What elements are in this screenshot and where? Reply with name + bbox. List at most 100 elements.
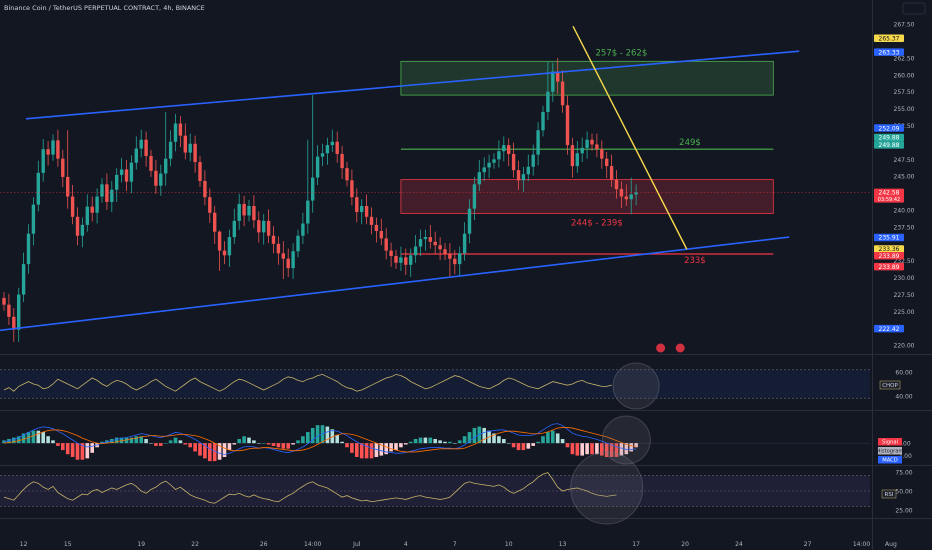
channel-upper-line: [25, 50, 800, 120]
macd-histogram-bar: [502, 438, 506, 444]
candle-body: [56, 140, 60, 159]
candle-body: [462, 233, 467, 254]
candle-body: [281, 253, 285, 259]
candle-body: [252, 205, 256, 221]
macd-histogram-bar: [565, 443, 570, 448]
candle-body: [364, 205, 369, 217]
candle-body: [600, 149, 604, 159]
macd-histogram-bar: [46, 436, 50, 444]
candle-body: [453, 258, 457, 265]
candle-body: [448, 253, 452, 259]
candle-body: [526, 166, 530, 175]
candle-body: [325, 145, 330, 154]
candle-body: [428, 237, 432, 242]
price-badge: [874, 233, 904, 242]
macd-histogram-bar: [271, 443, 276, 446]
candle-body: [560, 81, 565, 106]
macd-histogram-bar: [296, 440, 300, 444]
candle-body: [41, 149, 45, 173]
candle-body: [213, 212, 217, 232]
time-tick-label: 19: [137, 541, 145, 548]
macd-histogram-bar: [408, 441, 413, 444]
macd-histogram-bar: [16, 436, 21, 444]
candle-body: [31, 204, 36, 234]
candle-body: [75, 216, 80, 236]
candle-body: [7, 304, 11, 317]
candle-body: [511, 153, 516, 171]
candle-body: [296, 235, 300, 252]
time-tick-label: 27: [804, 541, 812, 548]
candle-body: [124, 169, 129, 182]
macd-histogram-bar: [163, 443, 168, 444]
candle-body: [26, 233, 31, 265]
macd-histogram-bar: [345, 443, 349, 448]
candle-body: [423, 237, 428, 240]
price-badge-label: 222.42: [879, 326, 900, 333]
macd-histogram-bar: [551, 430, 555, 444]
candle-body: [276, 243, 281, 254]
macd-histogram-bar: [31, 430, 36, 444]
macd-histogram-bar: [531, 443, 535, 446]
macd-histogram-bar: [306, 432, 310, 444]
candle-body: [320, 153, 325, 157]
macd-histogram-bar: [595, 443, 599, 455]
candle-body: [36, 172, 40, 205]
time-tick-label: 20: [681, 541, 689, 548]
candle-body: [173, 123, 178, 142]
macd-histogram-bar: [252, 440, 256, 444]
macd-histogram-bar: [281, 443, 286, 449]
candle-body: [458, 253, 462, 265]
price-tick-label: 227.50: [894, 292, 915, 299]
candle-body: [335, 141, 339, 154]
macd-histogram-bar: [310, 427, 315, 444]
candle-body: [350, 180, 354, 198]
candle-body: [605, 158, 609, 167]
candle-body: [51, 140, 55, 155]
macd-histogram-bar: [546, 432, 550, 444]
candle-body: [291, 251, 295, 269]
candle-body: [66, 176, 70, 197]
candle-body: [541, 112, 545, 131]
macd-tick-label: 0.00: [897, 441, 911, 448]
macd-histogram-bar: [541, 436, 545, 444]
candle-body: [178, 123, 183, 136]
macd-histogram-bar: [614, 443, 619, 457]
candle-body: [12, 316, 16, 330]
macd-histogram-bar: [168, 440, 173, 444]
price-tick-label: 230.00: [894, 275, 915, 282]
candle-body: [188, 143, 192, 153]
rsi-badge-label: RSI: [885, 492, 894, 498]
macd-histogram-bar: [443, 441, 447, 444]
candle-body: [129, 162, 134, 182]
macd-histogram-bar: [374, 443, 379, 457]
candle-body: [369, 216, 374, 225]
macd-histogram-bar: [183, 443, 188, 445]
macd-histogram-bar: [242, 436, 246, 444]
macd-histogram-bar: [462, 436, 467, 444]
macd-histogram-bar: [624, 443, 629, 455]
zone-label: 233$: [684, 256, 706, 266]
candle-body: [266, 220, 271, 236]
candle-body: [492, 159, 496, 163]
candle-body: [110, 189, 114, 202]
macd-histogram-bar: [134, 436, 139, 444]
candle-body: [301, 223, 305, 236]
candle-body: [360, 205, 364, 213]
macd-histogram-bar: [100, 441, 104, 444]
macd-histogram-bar: [600, 443, 604, 456]
macd-histogram-bar: [389, 443, 393, 452]
price-badge: [874, 324, 904, 333]
macd-histogram-bar: [70, 443, 75, 457]
chart-settings[interactable]: [902, 2, 926, 15]
candle-body: [85, 206, 89, 225]
candle-body: [413, 246, 418, 256]
price-tick-label: 237.50: [894, 224, 915, 231]
candle-body: [629, 194, 633, 200]
candle-body: [168, 141, 173, 159]
macd-histogram-bar: [472, 427, 477, 444]
zone-label: 244$ - 239$: [571, 218, 623, 228]
price-badge: [874, 141, 904, 149]
rsi-badge: [881, 489, 897, 499]
time-tick-label: 14:00: [304, 541, 321, 548]
